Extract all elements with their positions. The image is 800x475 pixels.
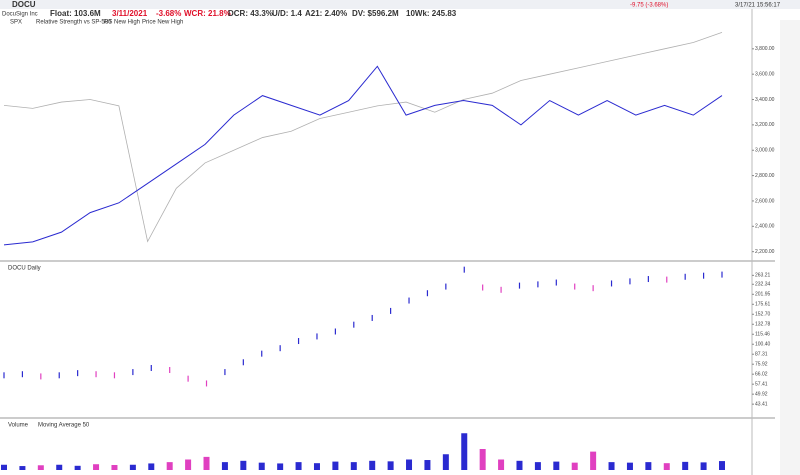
volume-bar [166, 462, 173, 470]
y-tick-label: 87.31 [755, 352, 768, 358]
y-tick-label: 152.70 [755, 312, 771, 318]
y-tick-label: 201.95 [755, 292, 771, 298]
volume-bar [626, 462, 633, 470]
legend-entry: Price New High [142, 20, 183, 26]
y-tick-label: 232.34 [755, 282, 771, 288]
wk: 10Wk: 245.83 [406, 9, 457, 18]
y-tick-label: 3,200.00 [755, 122, 775, 128]
y-tick-label: 3,600.00 [755, 72, 775, 78]
volume-bar [129, 464, 136, 470]
volume-bar [461, 433, 468, 470]
volume-bar [350, 462, 357, 470]
volume-bar [295, 462, 302, 470]
volume-bar [700, 462, 707, 470]
volume-bar [608, 462, 615, 470]
volume-bar [148, 463, 155, 470]
volume-bar [442, 454, 449, 470]
volume-bar [19, 466, 26, 470]
y-tick-label: 43.41 [755, 401, 768, 407]
volume-bar [534, 462, 541, 470]
title-bar [0, 0, 800, 9]
y-tick-label: 3,400.00 [755, 97, 775, 103]
y-tick-label: 100.40 [755, 342, 771, 348]
volume-bar [369, 460, 376, 470]
volume-bar [240, 460, 247, 470]
volume-bar [682, 461, 689, 470]
volume-bar [645, 462, 652, 470]
volume-bar [479, 449, 486, 470]
volume-bar [387, 461, 394, 470]
volume-bar [1, 464, 7, 470]
toolbar[interactable] [780, 20, 800, 475]
volume-bar [498, 459, 505, 470]
volume-bar [277, 463, 284, 470]
change: -3.68% [156, 9, 181, 18]
ud: U/D: 1.4 [272, 9, 302, 18]
volume-bar [221, 462, 228, 470]
volume-bar [663, 463, 670, 470]
y-tick-label: 263.21 [755, 273, 771, 279]
volume-bar [424, 460, 431, 470]
volume-bar [74, 465, 81, 470]
y-tick-label: 132.78 [755, 322, 771, 328]
volume-bar [258, 462, 265, 470]
a21: A21: 2.40% [305, 9, 347, 18]
volume-bar [313, 463, 320, 470]
y-tick-label: 57.41 [755, 382, 768, 388]
date: 3/11/2021 [112, 9, 148, 18]
volume-bar [406, 459, 413, 470]
rs-line [3, 65, 723, 246]
y-tick-label: 2,400.00 [755, 224, 775, 230]
y-tick-label: 3,000.00 [755, 148, 775, 154]
legend-entry: Relative Strength vs SP-500 [36, 20, 112, 26]
symbol: DOCU [12, 0, 36, 9]
wcr: WCR: 21.8% [184, 9, 231, 18]
panel-label: Moving Average 50 [38, 423, 90, 429]
volume-bar [203, 456, 210, 470]
y-tick-label: 49.92 [755, 391, 768, 397]
legend-entry: SPX [10, 20, 22, 26]
panel-label: Volume [8, 423, 29, 429]
spx-line [3, 31, 723, 243]
y-tick-label: 2,200.00 [755, 249, 775, 255]
company: DocuSign Inc [2, 12, 38, 18]
volume-bar [185, 459, 192, 470]
volume-bar [332, 461, 339, 470]
panel-label: DOCU Daily [8, 266, 41, 272]
volume-bar [37, 465, 44, 470]
volume-bar [719, 461, 725, 470]
y-tick-label: 175.61 [755, 302, 771, 308]
time: 3/17/21 15:56:17 [735, 3, 781, 9]
y-tick-label: 3,800.00 [755, 46, 775, 52]
quote: -9.75 (-3.68%) [630, 3, 668, 9]
float: Float: 103.6M [50, 9, 101, 18]
dv: DV: $596.2M [352, 9, 399, 18]
y-tick-label: 66.02 [755, 372, 768, 378]
volume-bar [516, 460, 523, 470]
volume-bar [571, 462, 578, 470]
volume-bar [111, 465, 118, 470]
y-tick-label: 2,800.00 [755, 173, 775, 179]
volume-bar [56, 464, 63, 470]
volume-bar [553, 461, 560, 470]
legend-entry: RS New High [104, 20, 140, 26]
y-tick-label: 75.92 [755, 362, 768, 368]
y-tick-label: 115.46 [755, 332, 770, 338]
y-tick-label: 2,600.00 [755, 198, 775, 204]
volume-bar [590, 451, 597, 470]
volume-bar [93, 464, 100, 470]
dcr: DCR: 43.3% [228, 9, 273, 18]
